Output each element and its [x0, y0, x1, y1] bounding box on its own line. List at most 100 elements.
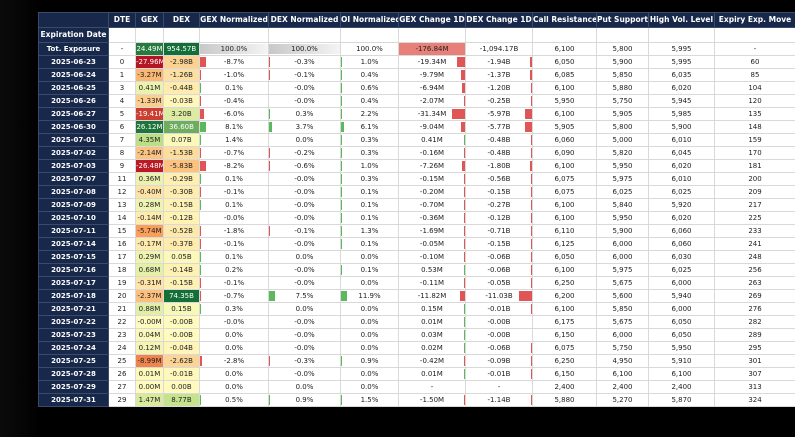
header-cell: Expiry Exp. Move [714, 12, 795, 28]
bar [464, 226, 465, 236]
header-row: DTE GEX DEX GEX Normalized DEX Normalized OI … [38, 12, 795, 28]
cell: 5,675 [596, 276, 649, 290]
cell: 5,995 [648, 55, 715, 69]
cell: -6.0% [199, 107, 269, 121]
cell-text: 2,400 [612, 383, 633, 391]
cell: -0.0% [268, 315, 341, 329]
cell: 0.9% [340, 354, 399, 368]
cell-text: 85 [750, 71, 760, 79]
cell-text: 0.1% [225, 201, 243, 209]
cell: -0.52B [163, 224, 200, 238]
bar [269, 148, 270, 158]
cell-text: 1.3% [360, 227, 379, 235]
cell: 0.1% [340, 263, 399, 277]
cell: -0.06B [465, 341, 533, 355]
cell: -0.01B [163, 367, 200, 381]
cell-text: 0.53M [421, 266, 443, 274]
cell-text: -0.7% [223, 292, 245, 300]
cell-text: 5,820 [612, 149, 633, 157]
cell-text: -0.01B [170, 370, 193, 378]
cell: -0.0% [268, 276, 341, 290]
cell: -8.7% [199, 55, 269, 69]
cell-text: 209 [748, 188, 762, 196]
cell: 6,100 [532, 159, 597, 173]
cell-text: 6,100 [554, 110, 575, 118]
cell-text: -0.14B [170, 266, 193, 274]
cell-text: -0.1% [294, 71, 315, 79]
cell-text: 0.0% [360, 253, 379, 261]
header-cell [38, 12, 109, 28]
cell-text: -0.0% [294, 97, 315, 105]
cell-text: 0.3% [360, 175, 379, 183]
cell-text: -0.11M [419, 279, 445, 287]
cell: -0.15M [398, 172, 466, 186]
expiration-date: 2025-07-15 [38, 250, 109, 264]
bar [519, 291, 532, 301]
bar [464, 135, 465, 145]
cell-text: 0.01M [421, 370, 443, 378]
cell: -1.14B [465, 393, 533, 407]
bar [200, 226, 202, 236]
cell: 6,200 [532, 289, 597, 303]
cell: 26.12M [135, 120, 164, 134]
cell-text: 225 [748, 214, 762, 222]
cell: 0.1% [199, 172, 269, 186]
cell-text: 6,090 [554, 149, 575, 157]
bar [341, 161, 342, 171]
bar [269, 161, 270, 171]
cell-text: 6.1% [360, 123, 379, 131]
cell: 7 [108, 133, 136, 147]
cell-text: 6,085 [554, 71, 575, 79]
cell: 301 [714, 354, 795, 368]
cell-text: 26 [117, 370, 127, 378]
cell: -9.04M [398, 120, 466, 134]
cell-text: 0.0% [360, 370, 379, 378]
cell-text: -9.79M [419, 71, 445, 79]
cell-text: 23 [117, 331, 127, 339]
header-cell: GEX Change 1D [398, 12, 466, 28]
cell: -0.00B [465, 328, 533, 342]
cell-text: -176.84M [415, 45, 449, 53]
cell-text: 5,270 [612, 396, 633, 404]
cell-text: -1.94B [487, 58, 511, 66]
cell-text: 269 [748, 292, 762, 300]
cell-text: -0.40M [137, 188, 162, 196]
cell: -0.05M [398, 237, 466, 251]
expiration-date: 2025-06-24 [38, 68, 109, 82]
cell: 100.0% [268, 42, 341, 56]
cell-text: 5,950 [612, 162, 633, 170]
cell-text: 0.29M [138, 253, 161, 261]
cell-text: 0.1% [360, 214, 379, 222]
cell-text: 6,045 [671, 149, 692, 157]
bar [200, 44, 268, 54]
header-cell: Put Support [596, 12, 649, 28]
cell-text: 6,020 [671, 84, 692, 92]
cell: 6,050 [648, 328, 715, 342]
blank-header [465, 27, 533, 43]
cell-text: 0.0% [360, 318, 379, 326]
cell-text: 2,400 [671, 383, 692, 391]
expiration-date: 2025-06-23 [38, 55, 109, 69]
expiration-date: 2025-07-10 [38, 211, 109, 225]
cell: -5.77B [465, 120, 533, 134]
cell: 6,075 [532, 341, 597, 355]
cell-text: 6,020 [671, 214, 692, 222]
cell: -1.80B [465, 159, 533, 173]
cell-text: 11 [117, 175, 127, 183]
cell: -0.00B [465, 315, 533, 329]
cell-text: 7 [119, 136, 125, 144]
cell-text: -0.1% [294, 227, 315, 235]
cell: -0.15B [163, 198, 200, 212]
cell-text: -0.0% [294, 240, 315, 248]
index-name: Expiration Date [38, 27, 109, 43]
cell: -1.69M [398, 224, 466, 238]
cell: -0.25B [465, 94, 533, 108]
cell-text: -0.05B [487, 279, 511, 287]
cell-text: -0.0% [294, 214, 315, 222]
cell: 5,880 [532, 393, 597, 407]
bar [531, 304, 532, 314]
cell-text: -0.05M [419, 240, 445, 248]
cell: 6,175 [532, 315, 597, 329]
cell-text: -0.1% [223, 188, 245, 196]
cell: 0.02M [398, 341, 466, 355]
